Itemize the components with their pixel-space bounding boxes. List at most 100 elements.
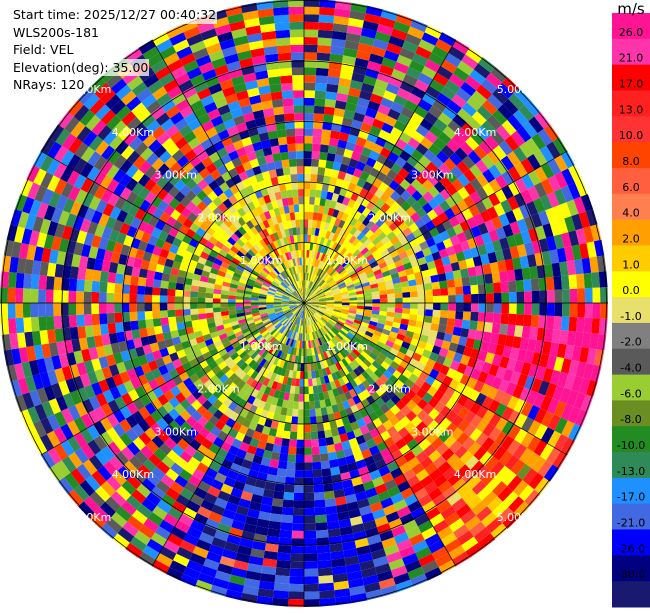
velocity-gate — [115, 273, 124, 284]
velocity-gate — [308, 220, 313, 228]
velocity-gate — [137, 303, 145, 312]
velocity-gate — [514, 325, 523, 337]
velocity-gate — [131, 267, 140, 277]
velocity-gate — [77, 326, 86, 339]
velocity-gate — [509, 292, 517, 303]
velocity-gate — [357, 303, 365, 306]
velocity-gate — [522, 267, 531, 280]
velocity-gate — [329, 459, 339, 468]
velocity-gate — [283, 492, 294, 500]
velocity-gate — [300, 371, 304, 379]
velocity-gate — [268, 130, 278, 139]
velocity-gate — [304, 432, 311, 440]
velocity-gate — [315, 515, 327, 524]
velocity-gate — [327, 444, 336, 453]
velocity-gate — [440, 288, 448, 296]
velocity-gate — [84, 314, 93, 326]
velocity-gate — [501, 282, 509, 293]
velocity-gate — [410, 303, 418, 309]
velocity-gate — [299, 212, 304, 220]
velocity-gate — [304, 83, 316, 91]
velocity-gate — [561, 317, 570, 331]
velocity-gate — [304, 227, 308, 235]
velocity-gate — [304, 22, 319, 30]
velocity-gate — [484, 322, 493, 333]
velocity-gate — [190, 303, 198, 309]
velocity-gate — [293, 401, 299, 409]
velocity-gate — [283, 431, 291, 440]
velocity-gate — [395, 303, 403, 308]
velocity-gate — [146, 270, 155, 279]
velocity-gate — [316, 68, 329, 77]
velocity-gate — [387, 294, 395, 299]
velocity-gate — [294, 493, 304, 501]
velocity-gate — [296, 143, 304, 151]
velocity-gate — [8, 318, 17, 334]
velocity-gate — [160, 317, 169, 325]
velocity-gate — [23, 317, 32, 332]
velocity-gate — [168, 282, 177, 290]
velocity-gate — [294, 113, 304, 121]
velocity-gate — [138, 277, 147, 287]
velocity-gate — [310, 174, 317, 182]
velocity-gate — [509, 303, 517, 314]
velocity-gate — [152, 295, 160, 303]
velocity-gate — [529, 266, 538, 279]
velocity-gate — [326, 84, 338, 93]
velocity-gate — [553, 276, 562, 290]
velocity-gate — [236, 299, 244, 303]
velocity-gate — [304, 455, 312, 463]
velocity-gate — [516, 280, 525, 292]
velocity-gate — [314, 492, 325, 500]
velocity-gate — [293, 98, 304, 106]
velocity-gate — [213, 307, 221, 312]
velocity-gate — [292, 75, 304, 83]
velocity-gate — [92, 324, 101, 336]
range-ring-label: 3.00Km — [411, 169, 453, 182]
velocity-gate — [85, 325, 94, 337]
velocity-gate — [410, 297, 418, 303]
velocity-gate — [395, 298, 403, 303]
velocity-gate — [114, 303, 122, 313]
velocity-gate — [289, 14, 304, 22]
velocity-gate — [317, 545, 331, 554]
velocity-gate — [441, 303, 449, 311]
velocity-gate — [293, 90, 304, 98]
velocity-gate — [448, 295, 456, 303]
velocity-gate — [304, 174, 311, 182]
velocity-gate — [301, 349, 304, 357]
range-ring-label: 1.00Km — [326, 254, 368, 267]
velocity-gate — [198, 292, 206, 298]
velocity-gate — [460, 328, 469, 338]
velocity-gate — [273, 107, 284, 116]
velocity-gate — [38, 317, 47, 331]
velocity-gate — [304, 136, 313, 144]
velocity-gate — [304, 166, 311, 174]
velocity-gate — [152, 311, 160, 319]
velocity-gate — [213, 303, 221, 308]
velocity-gate — [562, 303, 570, 317]
velocity-gate — [76, 315, 85, 327]
velocity-gate — [146, 327, 155, 336]
velocity-gate — [300, 364, 304, 372]
velocity-gate — [153, 318, 162, 327]
velocity-gate — [318, 438, 326, 447]
velocity-gate — [304, 341, 306, 349]
velocity-gate — [272, 153, 281, 162]
velocity-gate — [283, 98, 294, 106]
velocity-gate — [91, 292, 99, 303]
velocity-gate — [175, 290, 183, 297]
velocity-gate — [16, 273, 25, 289]
velocity-gate — [290, 432, 298, 440]
velocity-gate — [304, 29, 318, 37]
velocity-gate — [291, 52, 304, 60]
velocity-gate — [462, 320, 471, 330]
velocity-gate — [153, 279, 162, 288]
velocity-gate — [308, 386, 313, 394]
velocity-gate — [309, 197, 315, 205]
velocity-gate — [168, 317, 177, 325]
velocity-gate — [322, 129, 332, 138]
velocity-gate — [176, 316, 184, 324]
velocity-gate — [447, 279, 456, 288]
